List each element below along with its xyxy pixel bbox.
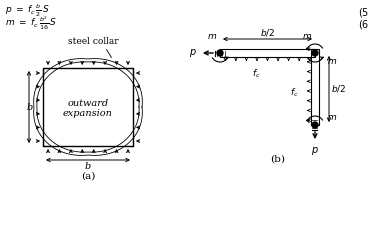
- Text: b: b: [85, 162, 91, 171]
- Text: expansion: expansion: [63, 110, 113, 118]
- Circle shape: [312, 50, 318, 56]
- Text: $m$: $m$: [327, 112, 337, 122]
- Text: $p$: $p$: [311, 145, 319, 157]
- Text: (b): (b): [270, 155, 285, 164]
- Text: b: b: [27, 102, 33, 112]
- Circle shape: [312, 122, 318, 128]
- Text: $b/2$: $b/2$: [331, 84, 346, 94]
- Text: steel collar: steel collar: [68, 37, 118, 46]
- Text: $b/2$: $b/2$: [260, 27, 275, 38]
- Circle shape: [217, 50, 223, 56]
- Text: $f_c$: $f_c$: [252, 67, 260, 80]
- Text: $m$: $m$: [327, 56, 337, 66]
- Bar: [43, 68, 133, 146]
- Text: $m\ =\ f_c\,\frac{b^2}{16}\,S$: $m\ =\ f_c\,\frac{b^2}{16}\,S$: [5, 14, 57, 32]
- Text: (a): (a): [81, 172, 95, 181]
- Text: $f_c$: $f_c$: [290, 86, 299, 99]
- Text: $m$: $m$: [207, 32, 217, 41]
- Text: $(6$: $(6$: [358, 18, 369, 31]
- Text: $p$: $p$: [189, 47, 197, 59]
- Text: outward: outward: [67, 100, 109, 108]
- Bar: [220, 49, 315, 57]
- Text: $p\ =\ f_c\,\frac{b}{2}\,S$: $p\ =\ f_c\,\frac{b}{2}\,S$: [5, 2, 50, 18]
- Text: $m$: $m$: [302, 32, 312, 41]
- Text: $(5$: $(5$: [358, 6, 369, 19]
- Bar: [311, 49, 319, 125]
